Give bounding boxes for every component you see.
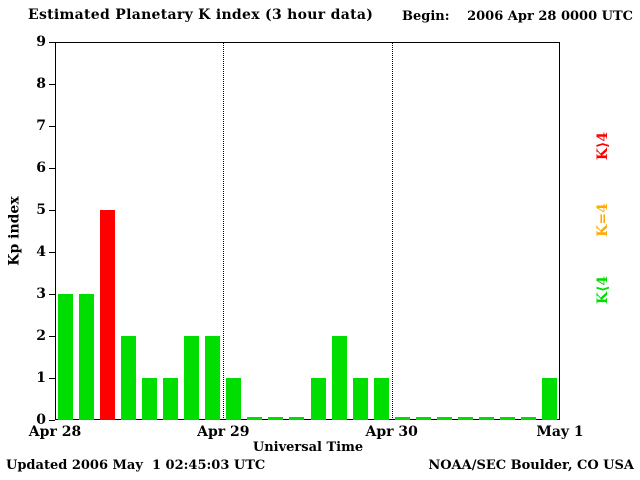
y-tick-mark — [49, 42, 55, 43]
kp-bar — [331, 336, 347, 420]
kp-bar — [499, 417, 515, 420]
y-tick-label: 2 — [36, 328, 46, 344]
kp-bar — [289, 417, 305, 420]
kp-bar — [457, 417, 473, 420]
x-tick-label: Apr 29 — [197, 424, 250, 440]
y-tick-label: 6 — [36, 160, 46, 176]
y-tick-mark — [49, 336, 55, 337]
kp-bar — [310, 378, 326, 420]
kp-bar — [268, 417, 284, 420]
y-tick-mark — [49, 294, 55, 295]
y-tick-label: 9 — [36, 34, 46, 50]
plot-area — [55, 42, 560, 420]
y-axis-label-wrap: Kp index — [4, 181, 26, 281]
begin-label: Begin: — [402, 9, 450, 24]
kp-bar — [415, 417, 431, 420]
credit-text: NOAA/SEC Boulder, CO USA — [428, 458, 634, 473]
x-tick-label: Apr 30 — [365, 424, 418, 440]
y-tick-mark — [49, 84, 55, 85]
updated-text: Updated 2006 May 1 02:45:03 UTC — [6, 458, 266, 473]
legend-label-k-gt-4: K⟩4 — [595, 131, 611, 161]
y-tick-mark — [49, 168, 55, 169]
y-tick-mark — [49, 420, 55, 421]
kp-bar — [58, 294, 74, 420]
y-tick-label: 4 — [36, 244, 46, 260]
day-separator-line — [391, 42, 393, 420]
kp-bar — [142, 378, 158, 420]
y-tick-label: 3 — [36, 286, 46, 302]
legend-item-k-eq-4: K=4 — [588, 180, 618, 260]
kp-bar — [184, 336, 200, 420]
kp-bar — [520, 417, 536, 420]
kp-bar — [373, 378, 389, 420]
y-tick-label: 8 — [36, 76, 46, 92]
legend-label-k-lt-4: K⟨4 — [595, 275, 611, 305]
kp-bar — [394, 417, 410, 420]
kp-bar — [163, 378, 179, 420]
kp-bar — [100, 210, 116, 420]
kp-bar — [205, 336, 221, 420]
x-tick-label: May 1 — [536, 424, 584, 440]
kp-bar — [478, 417, 494, 420]
legend-item-k-gt-4: K⟩4 — [588, 106, 618, 186]
kp-bar — [247, 417, 263, 420]
y-tick-label: 7 — [36, 118, 46, 134]
y-tick-mark — [49, 252, 55, 253]
x-tick-label: Apr 28 — [28, 424, 82, 440]
begin-info: Begin: 2006 Apr 28 0000 UTC — [402, 9, 633, 24]
kp-bar — [436, 417, 452, 420]
y-tick-mark — [49, 378, 55, 379]
kp-bar — [541, 378, 557, 420]
kp-bar — [352, 378, 368, 420]
y-tick-mark — [49, 126, 55, 127]
kp-bar — [79, 294, 95, 420]
kp-bar — [121, 336, 137, 420]
y-tick-label: 5 — [36, 202, 46, 218]
begin-value: 2006 Apr 28 0000 UTC — [467, 9, 634, 24]
day-separator-line — [223, 42, 225, 420]
chart-title: Estimated Planetary K index (3 hour data… — [28, 7, 374, 23]
x-axis-label: Universal Time — [252, 440, 364, 455]
y-tick-mark — [49, 210, 55, 211]
y-tick-label: 1 — [36, 370, 46, 386]
y-tick-label: 0 — [36, 412, 46, 428]
legend-label-k-eq-4: K=4 — [595, 203, 612, 237]
kp-bar — [226, 378, 242, 420]
legend-item-k-lt-4: K⟨4 — [588, 250, 618, 330]
